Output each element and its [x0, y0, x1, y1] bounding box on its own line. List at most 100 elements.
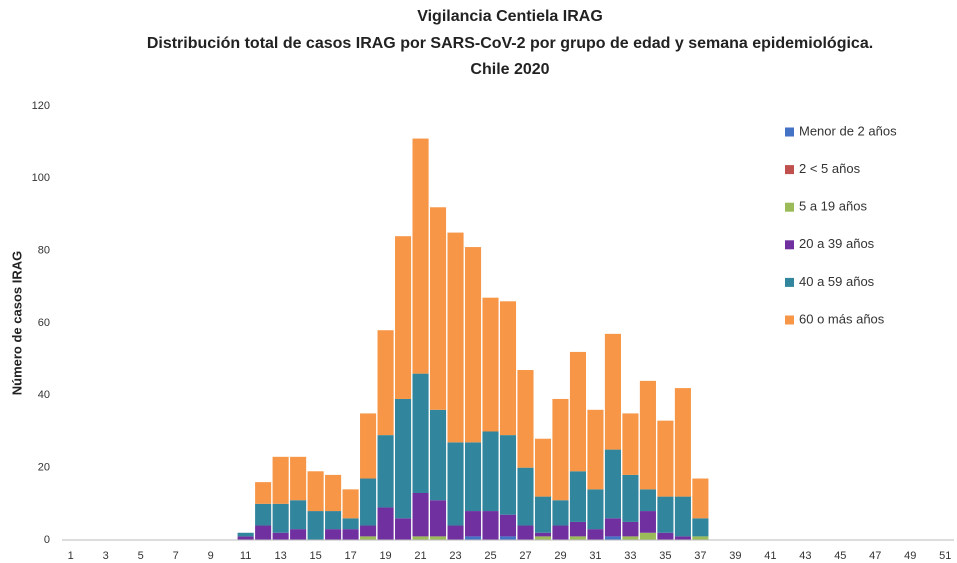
bar-segment — [429, 409, 447, 501]
x-tick-label: 49 — [904, 550, 916, 562]
bar-segment — [692, 536, 709, 540]
x-tick-label: 47 — [869, 550, 881, 562]
bar-segment — [517, 370, 534, 468]
legend-label: 5 a 19 años — [799, 199, 867, 214]
y-tick-label: 120 — [32, 100, 50, 112]
y-axis-label: Número de casos IRAG — [9, 251, 24, 396]
x-tick-label: 41 — [764, 550, 776, 562]
bar-segment — [552, 525, 569, 540]
x-tick-label: 33 — [624, 550, 636, 562]
bar-segment — [360, 536, 377, 540]
bar-segment — [482, 511, 499, 540]
bar-segment — [447, 525, 464, 540]
legend-swatch — [785, 277, 794, 287]
bar-segment — [412, 373, 429, 493]
bar-segment — [569, 471, 587, 522]
bar-segment — [377, 435, 394, 508]
bar-segment — [534, 438, 552, 497]
bar-segment — [569, 536, 587, 540]
bar-segment — [325, 474, 342, 512]
x-tick-label: 51 — [939, 550, 951, 562]
legend-swatch — [785, 165, 794, 175]
x-tick-label: 9 — [208, 550, 214, 562]
x-tick-label: 29 — [554, 550, 566, 562]
bar-segment — [447, 442, 464, 526]
bar-segment — [499, 536, 517, 540]
bar-segment — [360, 525, 377, 537]
bar-segment — [499, 435, 517, 515]
bar-segment — [569, 351, 587, 472]
y-tick-label: 60 — [38, 317, 50, 329]
bar-segment — [674, 496, 691, 537]
bar-segment — [657, 496, 674, 533]
bar-segment — [517, 525, 534, 540]
bar-segment — [377, 330, 394, 436]
bar-segment — [604, 333, 621, 450]
x-tick-label: 45 — [834, 550, 846, 562]
bar-segment — [237, 536, 254, 540]
bar-segment — [587, 529, 604, 540]
bar-segment — [464, 247, 482, 443]
x-tick-label: 39 — [729, 550, 741, 562]
bar-segment — [395, 518, 412, 540]
bar-segment — [534, 496, 552, 533]
bar-segment — [290, 529, 307, 540]
bar-segment — [639, 532, 656, 540]
y-tick-label: 0 — [44, 534, 50, 546]
bar-segment — [342, 489, 359, 519]
bar-segment — [552, 398, 569, 501]
bar-segment — [657, 532, 674, 540]
legend-swatch — [785, 202, 794, 212]
x-tick-label: 17 — [344, 550, 356, 562]
x-tick-label: 31 — [589, 550, 601, 562]
x-tick-label: 5 — [138, 550, 144, 562]
bar-segment — [622, 413, 639, 475]
bar-segment — [674, 388, 691, 497]
bar-segment — [290, 500, 307, 530]
bar-segment — [237, 532, 254, 537]
bar-segment — [377, 507, 394, 540]
x-tick-label: 43 — [799, 550, 811, 562]
bar-segment — [622, 521, 639, 537]
bar-segment — [499, 301, 517, 436]
bar-segment — [604, 518, 621, 537]
bar-segment — [412, 492, 429, 537]
x-tick-label: 37 — [694, 550, 706, 562]
bar-segment — [604, 536, 621, 540]
y-tick-label: 80 — [38, 245, 50, 257]
bar-segment — [464, 442, 482, 512]
bar-segment — [692, 518, 709, 537]
x-tick-label: 19 — [379, 550, 391, 562]
bar-segment — [429, 207, 447, 410]
legend-swatch — [785, 315, 794, 325]
bar-segment — [604, 449, 621, 519]
bar-segment — [307, 511, 324, 540]
bar-segment — [534, 532, 552, 537]
bar-segment — [307, 471, 324, 512]
x-tick-label: 3 — [103, 550, 109, 562]
bar-segment — [272, 532, 289, 540]
bar-segment — [499, 514, 517, 537]
x-tick-label: 27 — [519, 550, 531, 562]
bar-segment — [639, 511, 656, 533]
chart-subtitle: Distribución total de casos IRAG por SAR… — [147, 35, 873, 52]
x-tick-label: 7 — [173, 550, 179, 562]
bar-segment — [360, 413, 377, 479]
bar-segment — [552, 500, 569, 526]
chart-title: Vigilancia Centiela IRAG — [417, 8, 603, 25]
bar-segment — [674, 536, 691, 540]
bar-segment — [639, 380, 656, 490]
bar-segment — [429, 536, 447, 540]
legend-label: 2 < 5 años — [799, 161, 861, 176]
x-tick-label: 11 — [240, 550, 251, 562]
bar-segment — [587, 409, 604, 490]
bar-segment — [657, 420, 674, 497]
x-tick-label: 25 — [484, 550, 496, 562]
bar-segment — [639, 489, 656, 512]
legend-label: 60 o más años — [799, 311, 885, 326]
bar-segment — [272, 456, 289, 504]
y-tick-label: 20 — [38, 462, 50, 474]
x-tick-label: 15 — [309, 550, 321, 562]
x-tick-label: 13 — [275, 550, 287, 562]
